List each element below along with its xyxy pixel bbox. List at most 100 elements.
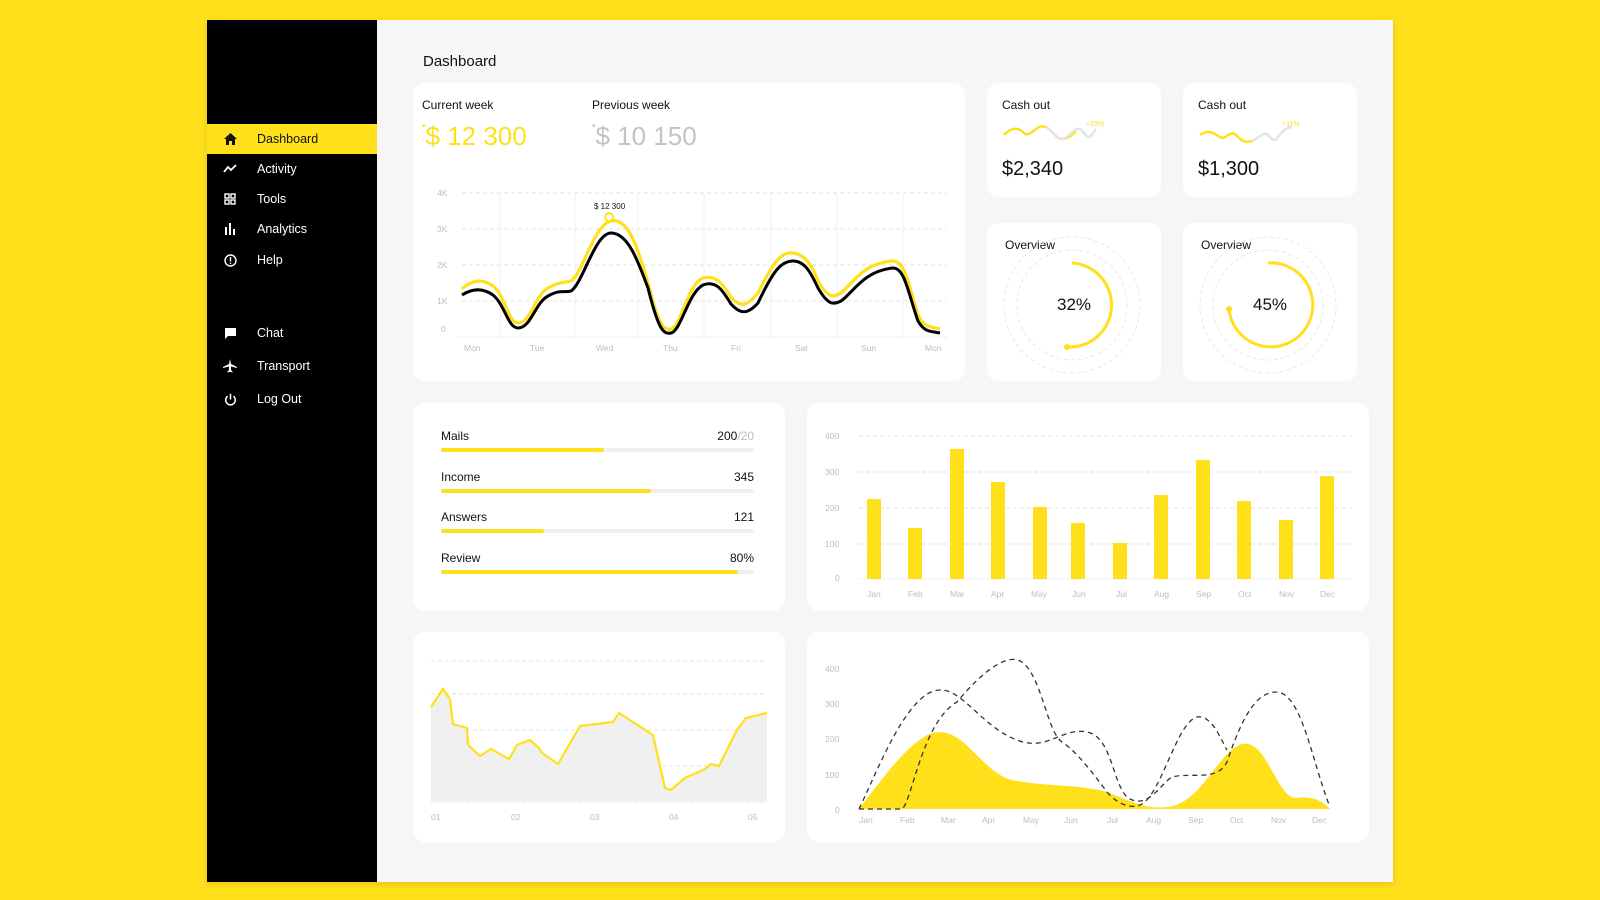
airplane-icon xyxy=(223,359,237,373)
svg-text:Tue: Tue xyxy=(530,343,545,353)
overview-label: Overview xyxy=(1005,238,1056,252)
activity-icon xyxy=(223,162,237,176)
svg-text:Jul: Jul xyxy=(1107,815,1118,825)
svg-text:04: 04 xyxy=(669,812,679,822)
svg-text:Jan: Jan xyxy=(867,589,881,599)
svg-text:May: May xyxy=(1023,815,1040,825)
cashout-card-1: Cash out +23% $2,340 xyxy=(987,83,1161,197)
sidebar-item-help[interactable]: Help xyxy=(207,245,377,275)
svg-text:300: 300 xyxy=(825,699,839,709)
cashout-change: +11% xyxy=(1282,121,1300,128)
cashout-value: $1,300 xyxy=(1198,158,1260,180)
period-area-chart: 01 02 03 04 05 xyxy=(430,660,768,822)
svg-text:Sun: Sun xyxy=(861,343,876,353)
progress-fill xyxy=(441,489,651,493)
overview-card-1: Overview 32% xyxy=(987,223,1161,381)
svg-text:2K: 2K xyxy=(437,260,448,270)
cashout-sparkline xyxy=(1199,125,1293,143)
svg-text:$ 12 300: $ 12 300 xyxy=(594,202,626,211)
svg-text:Jun: Jun xyxy=(1072,589,1086,599)
svg-text:400: 400 xyxy=(825,431,839,441)
svg-text:100: 100 xyxy=(825,770,839,780)
sidebar-item-label: Tools xyxy=(257,192,287,206)
svg-text:03: 03 xyxy=(590,812,600,822)
overview-value: 45% xyxy=(1252,295,1288,314)
monthly-area-chart: 400 300 200 100 0 Jan Feb Mar Apr May Ju… xyxy=(825,658,1331,825)
sidebar-item-logout[interactable]: Log Out xyxy=(207,384,377,414)
stats-progress-card: Mails 200/20 Income 345 Answers 121 Revi… xyxy=(413,403,785,611)
svg-text:0: 0 xyxy=(835,573,840,583)
svg-text:May: May xyxy=(1031,589,1048,599)
sidebar-item-tools[interactable]: Tools xyxy=(207,184,377,214)
svg-text:Jul: Jul xyxy=(1116,589,1127,599)
svg-text:Oct: Oct xyxy=(1238,589,1252,599)
svg-text:Thu: Thu xyxy=(663,343,678,353)
sidebar-item-chat[interactable]: Chat xyxy=(207,318,377,348)
sidebar-item-transport[interactable]: Transport xyxy=(207,351,377,381)
progress-fill xyxy=(441,570,739,574)
svg-text:Aug: Aug xyxy=(1154,589,1169,599)
sidebar-item-label: Log Out xyxy=(257,392,302,406)
svg-text:Mon: Mon xyxy=(464,343,481,353)
info-icon xyxy=(223,253,237,267)
svg-text:Apr: Apr xyxy=(982,815,995,825)
svg-text:Sat: Sat xyxy=(795,343,808,353)
previous-week-label: Previous week xyxy=(592,98,671,112)
svg-text:Oct: Oct xyxy=(1230,815,1244,825)
current-week-value: •$ 12 300 xyxy=(422,121,527,151)
sidebar-item-label: Chat xyxy=(257,326,284,340)
cashout-change: +23% xyxy=(1086,121,1105,128)
svg-text:05: 05 xyxy=(748,812,758,822)
svg-text:200: 200 xyxy=(825,503,839,513)
svg-text:Mon: Mon xyxy=(925,343,942,353)
current-week-label: Current week xyxy=(422,98,494,112)
app-window: Dashboard Activity Tools Analytics Help xyxy=(207,20,1393,882)
monthly-bar-chart-card: 400 300 200 100 0 xyxy=(807,403,1369,611)
progress-fill xyxy=(441,448,604,452)
svg-text:Wed: Wed xyxy=(596,343,614,353)
svg-text:Sep: Sep xyxy=(1196,589,1211,599)
sidebar-item-label: Dashboard xyxy=(257,132,319,146)
svg-text:Nov: Nov xyxy=(1279,589,1295,599)
cashout-label: Cash out xyxy=(1002,98,1051,112)
sidebar: Dashboard Activity Tools Analytics Help xyxy=(207,20,377,882)
svg-text:Fri: Fri xyxy=(731,343,741,353)
sidebar-item-label: Activity xyxy=(257,162,297,176)
svg-text:Feb: Feb xyxy=(900,815,915,825)
svg-text:Jan: Jan xyxy=(859,815,873,825)
bar-chart-icon xyxy=(223,222,237,236)
period-area-chart-card: 01 02 03 04 05 xyxy=(413,632,785,842)
svg-text:Apr: Apr xyxy=(991,589,1004,599)
sidebar-item-dashboard[interactable]: Dashboard xyxy=(207,124,377,154)
sidebar-item-analytics[interactable]: Analytics xyxy=(207,214,377,244)
svg-text:Dec: Dec xyxy=(1312,815,1328,825)
monthly-area-chart-card: 400 300 200 100 0 Jan Feb Mar Apr May Ju… xyxy=(807,632,1369,842)
progress-fill xyxy=(441,529,545,533)
svg-text:Mar: Mar xyxy=(941,815,956,825)
svg-text:Feb: Feb xyxy=(908,589,923,599)
svg-text:0: 0 xyxy=(441,324,446,334)
weekly-revenue-card: Current week •$ 12 300 Previous week •$ … xyxy=(413,83,965,381)
svg-text:Sep: Sep xyxy=(1188,815,1203,825)
svg-text:200: 200 xyxy=(825,734,839,744)
progress-track xyxy=(441,448,754,452)
progress-track xyxy=(441,529,754,533)
cashout-label: Cash out xyxy=(1198,98,1247,112)
cashout-sparkline xyxy=(1003,125,1097,141)
svg-text:0: 0 xyxy=(835,805,840,815)
sidebar-item-label: Transport xyxy=(257,359,311,373)
svg-text:3K: 3K xyxy=(437,224,448,234)
home-icon xyxy=(223,132,237,146)
cashout-value: $2,340 xyxy=(1002,158,1064,180)
sidebar-item-label: Analytics xyxy=(257,222,308,236)
overview-ring-2 xyxy=(1199,236,1337,374)
sidebar-item-activity[interactable]: Activity xyxy=(207,154,377,184)
svg-text:Dec: Dec xyxy=(1320,589,1336,599)
page-title: Dashboard xyxy=(423,53,497,70)
power-icon xyxy=(223,392,237,406)
progress-track xyxy=(441,570,754,574)
svg-text:Mar: Mar xyxy=(950,589,965,599)
svg-text:Jun: Jun xyxy=(1064,815,1078,825)
overview-label: Overview xyxy=(1201,238,1252,252)
svg-text:100: 100 xyxy=(825,539,839,549)
